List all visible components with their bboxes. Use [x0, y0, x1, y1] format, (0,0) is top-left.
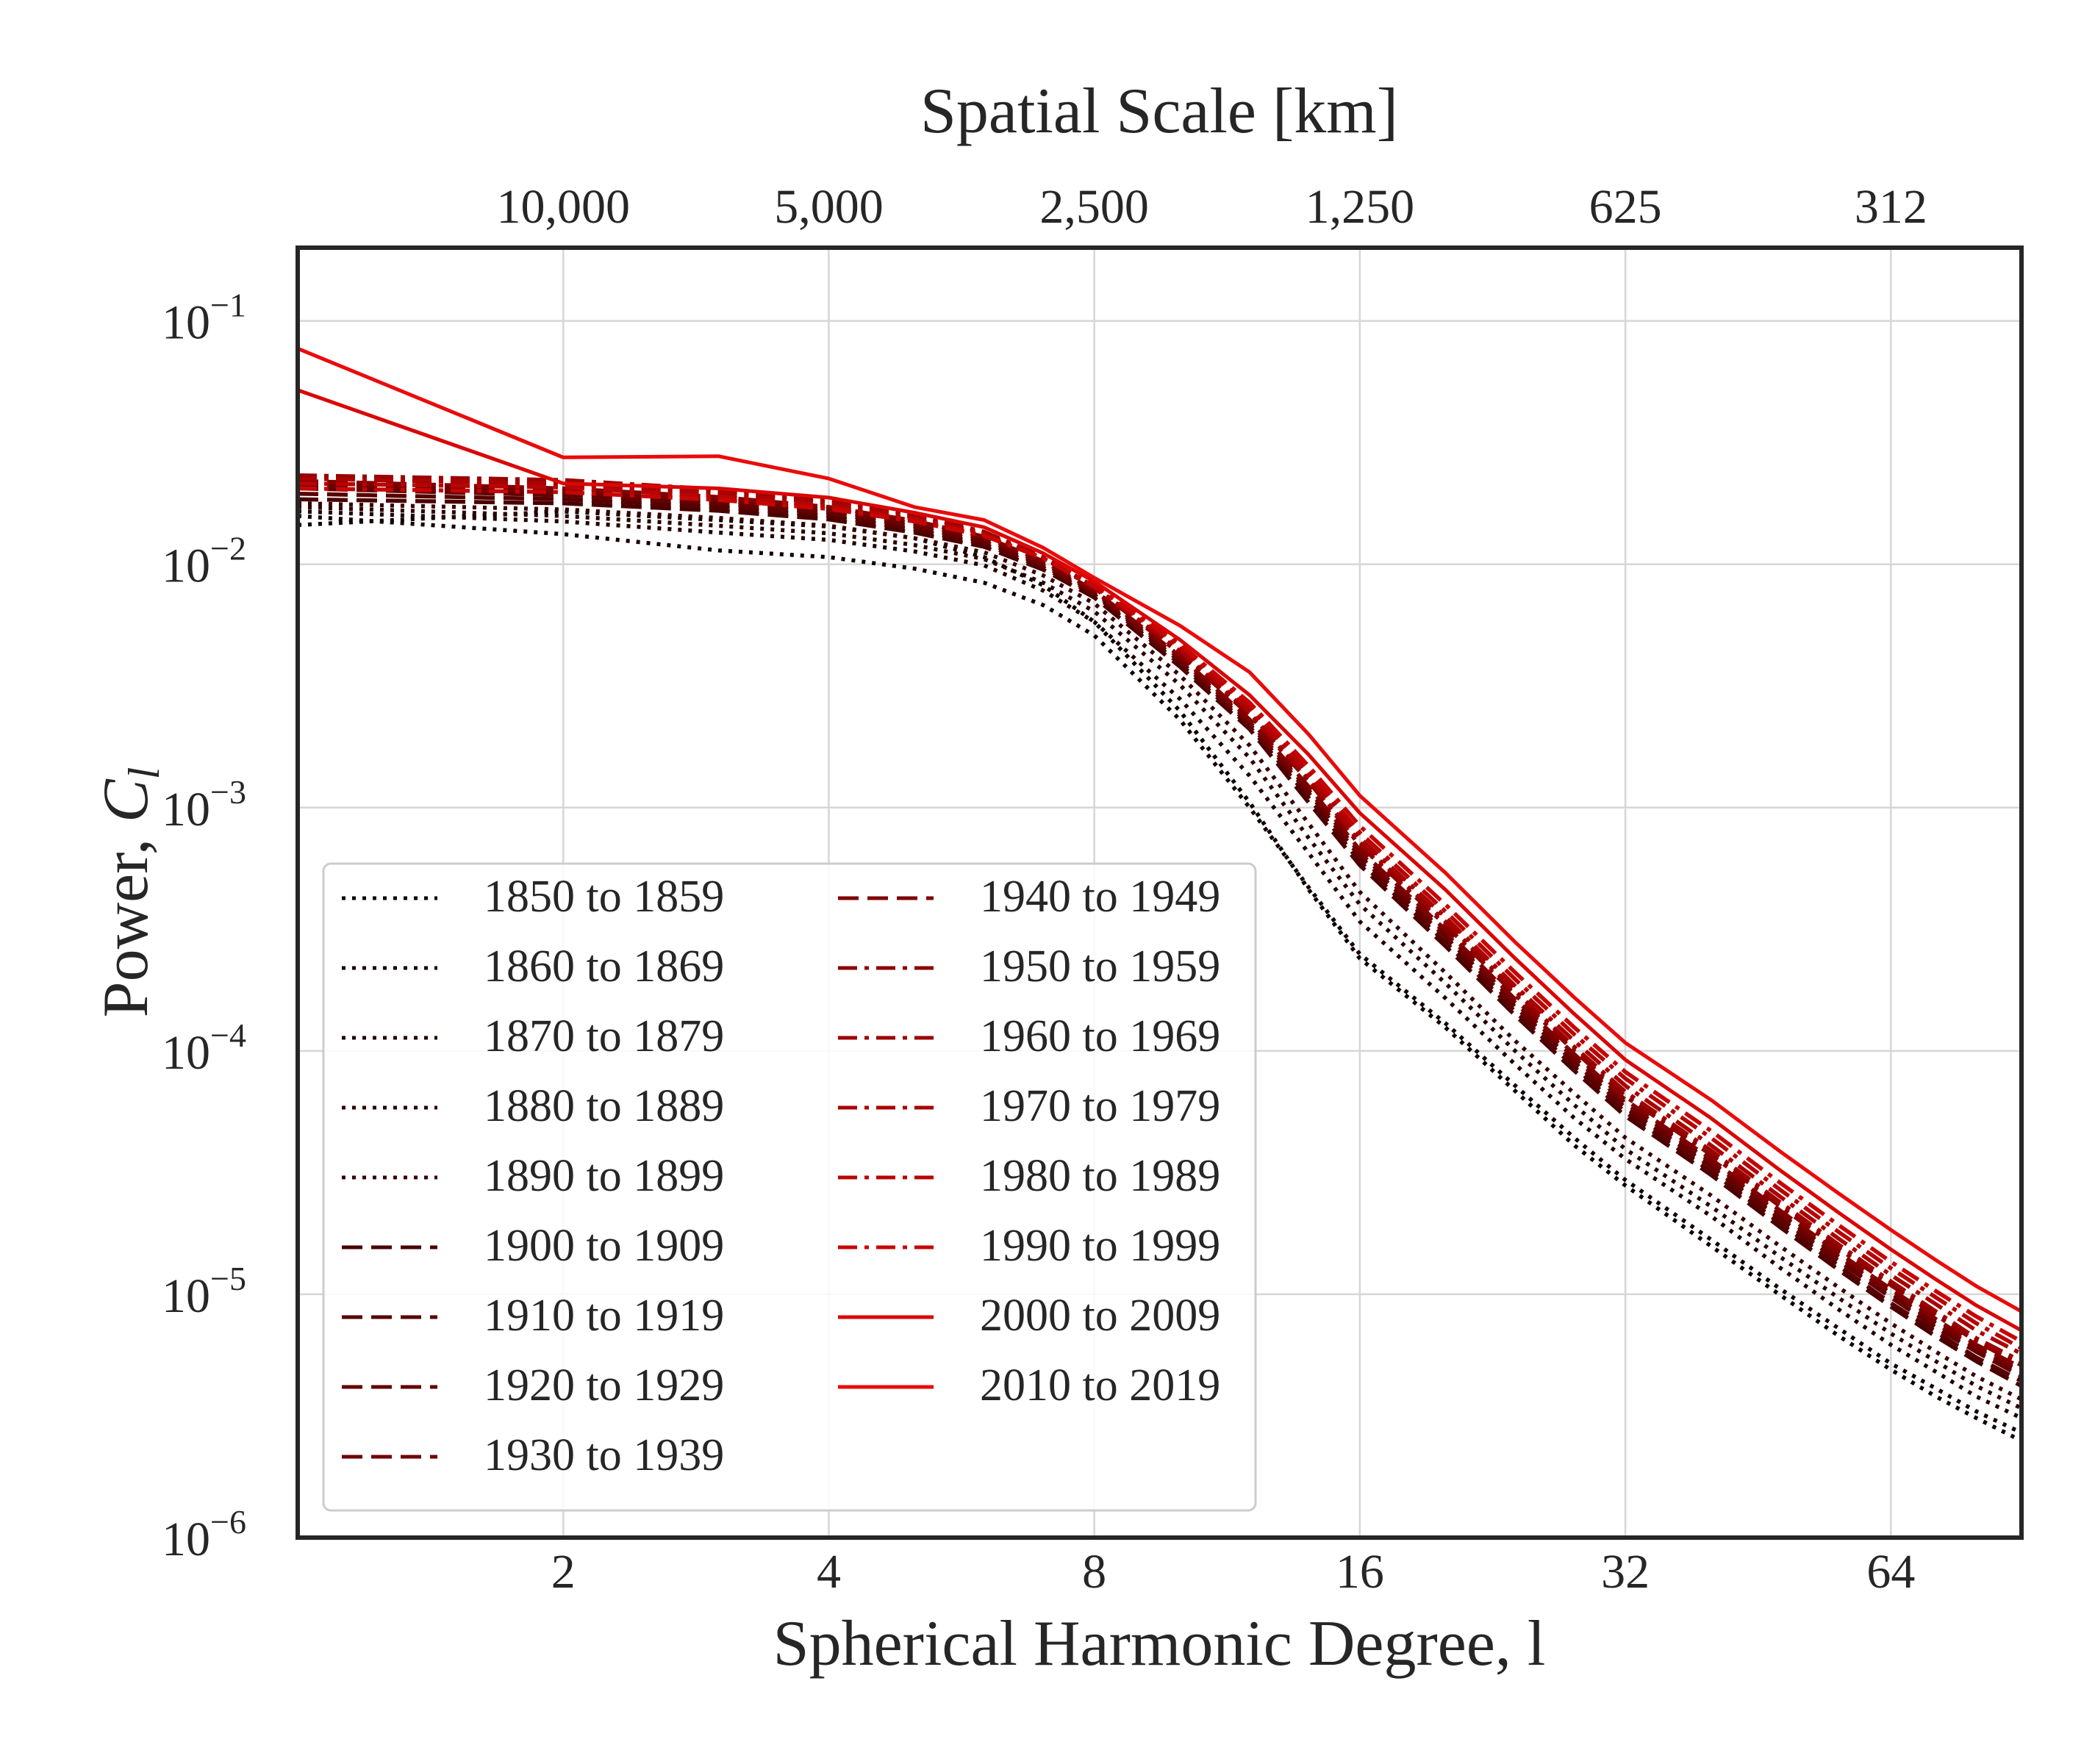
plot-frame [296, 245, 2024, 1540]
legend-label-16: 2010 to 2019 [980, 1360, 1220, 1410]
legend: 1850 to 1859 1860 to 1869 1870 to 1879 1880… [322, 862, 1257, 1512]
legend-label-5: 1900 to 1909 [484, 1221, 724, 1271]
series-line-16 [298, 346, 2021, 1313]
series-line-6 [298, 491, 2021, 1383]
top-tick-label-0: 10,000 [496, 180, 630, 234]
top-tick-labels: 10,000 5,000 2,500 1,250 625 312 [496, 180, 1927, 234]
x-tick-label-4: 32 [1601, 1545, 1650, 1599]
x-tick-label-3: 16 [1336, 1545, 1384, 1599]
series-line-5 [298, 497, 2021, 1388]
y-tick-label-0: 10−1 [162, 287, 246, 350]
x-tick-label-1: 4 [817, 1545, 841, 1599]
legend-label-4: 1890 to 1899 [484, 1151, 724, 1201]
legend-label-0: 1850 to 1859 [484, 872, 724, 922]
x-axis-label: Spherical Harmonic Degree, l [773, 1608, 1546, 1679]
top-tick-label-2: 2,500 [1039, 180, 1149, 234]
top-tick-label-3: 1,250 [1306, 180, 1415, 234]
legend-label-2: 1870 to 1879 [484, 1011, 724, 1061]
y-tick-label-2: 10−3 [162, 773, 246, 836]
legend-box [322, 862, 1257, 1512]
y-tick-label-5: 10−6 [162, 1503, 246, 1566]
legend-label-15: 2000 to 2009 [980, 1291, 1220, 1341]
series-line-3 [298, 505, 2021, 1410]
x-tick-label-5: 64 [1866, 1545, 1915, 1599]
legend-label-9: 1940 to 1949 [980, 872, 1220, 922]
legend-label-14: 1990 to 1999 [980, 1221, 1220, 1271]
legend-label-10: 1950 to 1959 [980, 942, 1220, 992]
top-tick-label-4: 625 [1589, 180, 1662, 234]
legend-label-11: 1960 to 1969 [980, 1011, 1220, 1061]
legend-label-3: 1880 to 1889 [484, 1081, 724, 1131]
series-line-1 [298, 514, 2021, 1435]
series-line-7 [298, 486, 2021, 1379]
x-tick-labels: 2 4 8 16 32 64 [551, 1545, 1916, 1599]
y-tick-labels: 10−1 10−2 10−3 10−4 10−5 10−6 [162, 287, 246, 1566]
legend-label-1: 1860 to 1869 [484, 942, 724, 992]
x-tick-label-2: 8 [1082, 1545, 1106, 1599]
y-axis-label-symbol: C [90, 778, 162, 822]
legend-entries: 1850 to 1859 1860 to 1869 1870 to 1879 1880… [342, 872, 1220, 1480]
legend-label-13: 1980 to 1989 [980, 1151, 1220, 1201]
legend-label-6: 1910 to 1919 [484, 1291, 724, 1341]
series-line-11 [298, 473, 2021, 1363]
y-tick-label-3: 10−4 [162, 1017, 246, 1080]
legend-label-8: 1930 to 1939 [484, 1430, 724, 1480]
legend-label-7: 1920 to 1929 [484, 1360, 724, 1410]
series-lines [298, 346, 2021, 1443]
series-line-13 [298, 481, 2021, 1350]
series-line-15 [298, 388, 2021, 1333]
series-line-14 [298, 486, 2021, 1344]
x-tick-label-0: 2 [551, 1545, 576, 1599]
series-line-2 [298, 509, 2021, 1420]
y-axis-label-text: Power, [90, 822, 162, 1017]
y-tick-label-4: 10−5 [162, 1260, 246, 1323]
series-line-12 [298, 476, 2021, 1356]
legend-label-12: 1970 to 1979 [980, 1081, 1220, 1131]
y-tick-label-1: 10−2 [162, 530, 246, 593]
top-axis-label: Spatial Scale [km] [920, 76, 1398, 147]
top-tick-label-1: 5,000 [774, 180, 884, 234]
top-tick-label-5: 312 [1855, 180, 1927, 234]
series-line-4 [298, 501, 2021, 1402]
y-axis-label-subscript: l [120, 767, 168, 780]
y-axis-label: Power, Cl [90, 767, 168, 1018]
